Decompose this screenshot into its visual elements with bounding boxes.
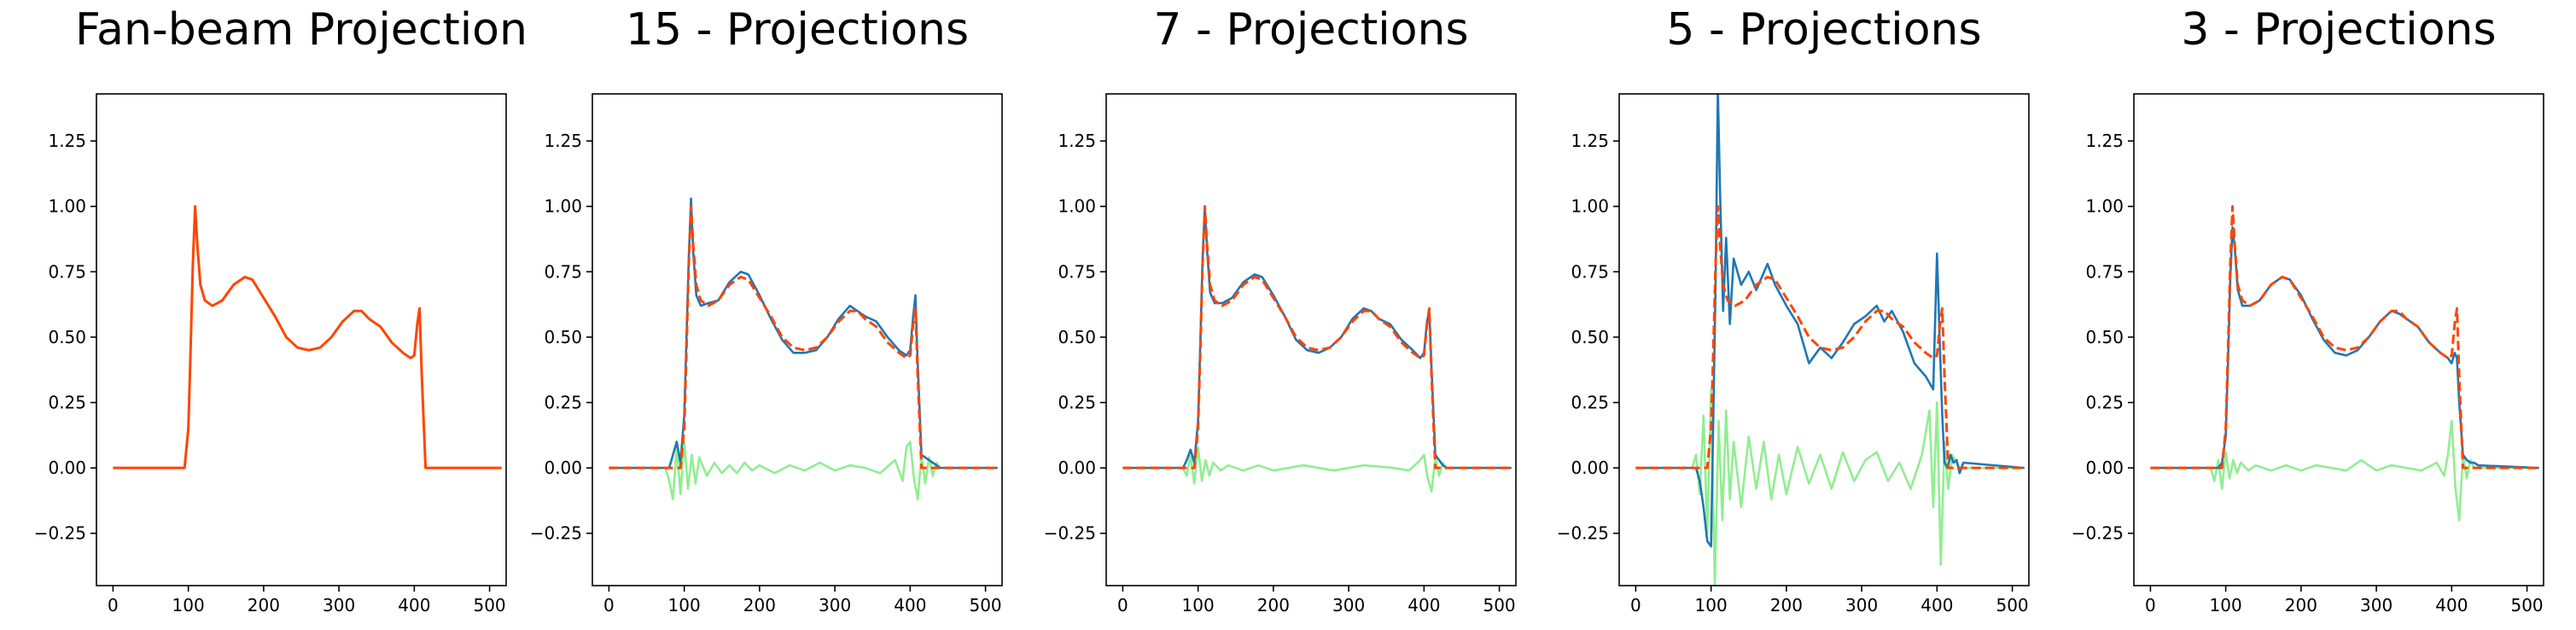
y-tick-label: 0.75 bbox=[1571, 261, 1609, 282]
series-line-reconstruction bbox=[1635, 94, 2025, 548]
series-line-reconstruction bbox=[2150, 225, 2539, 470]
y-tick-label: 0.50 bbox=[544, 327, 582, 347]
y-tick-label: 0.00 bbox=[1571, 458, 1609, 478]
x-tick-label: 0 bbox=[1117, 595, 1128, 615]
x-tick-label: 200 bbox=[2285, 595, 2317, 615]
x-tick-label: 500 bbox=[969, 595, 1001, 615]
x-tick-label: 200 bbox=[1257, 595, 1290, 615]
y-tick-label: −0.25 bbox=[2072, 523, 2124, 544]
y-tick-label: 0.25 bbox=[1571, 393, 1609, 413]
series-line-error bbox=[1635, 388, 2025, 586]
x-tick-label: 200 bbox=[248, 595, 280, 615]
y-tick-label: 0.75 bbox=[2085, 261, 2124, 282]
series-line-reference bbox=[113, 205, 502, 470]
series-line-reconstruction bbox=[609, 197, 998, 470]
y-tick-label: 0.00 bbox=[1058, 458, 1096, 478]
x-tick-label: 100 bbox=[1182, 595, 1215, 615]
panel-1: Fan-beam Projection 0 100 200 300 400 500 −0.25… bbox=[34, 4, 527, 615]
axes-frame bbox=[1618, 93, 2030, 586]
x-tick-label: 100 bbox=[1695, 595, 1728, 615]
y-tick-label: 1.25 bbox=[544, 131, 582, 151]
y-tick-label: 0.00 bbox=[544, 458, 582, 478]
panel-3: 7 - Projections 0 100 200 300 400 500 −0.25 0.00… bbox=[1044, 4, 1517, 615]
series-line-reference bbox=[1635, 205, 2025, 470]
y-tick-label: 0.25 bbox=[544, 393, 582, 413]
x-tick-label: 400 bbox=[1407, 595, 1440, 615]
plot-area bbox=[609, 197, 998, 501]
series-line-error bbox=[2150, 419, 2539, 522]
x-tick-label: 300 bbox=[323, 595, 355, 615]
y-tick-label: 1.00 bbox=[48, 196, 86, 217]
panel-title: 15 - Projections bbox=[626, 4, 969, 55]
x-tick-label: 100 bbox=[172, 595, 205, 615]
y-tick-label: 1.00 bbox=[2085, 196, 2124, 217]
x-tick-label: 300 bbox=[2360, 595, 2392, 615]
y-tick-label: 0.25 bbox=[1058, 393, 1096, 413]
panel-title: Fan-beam Projection bbox=[75, 4, 527, 55]
x-tick-label: 400 bbox=[894, 595, 926, 615]
y-tick-label: −0.25 bbox=[530, 523, 582, 544]
plot-area bbox=[1635, 94, 2025, 586]
plot-area bbox=[2150, 205, 2539, 522]
x-tick-label: 200 bbox=[743, 595, 776, 615]
y-tick-label: 0.75 bbox=[1058, 261, 1096, 282]
series-line-error bbox=[609, 440, 998, 501]
x-tick-label: 100 bbox=[2210, 595, 2242, 615]
plot-area bbox=[113, 205, 502, 470]
y-tick-label: 1.25 bbox=[2085, 131, 2124, 151]
y-tick-label: 0.50 bbox=[48, 327, 86, 347]
y-tick-label: −0.25 bbox=[1044, 523, 1096, 544]
y-tick-label: 1.00 bbox=[1571, 196, 1609, 217]
axes-frame bbox=[2133, 93, 2544, 586]
y-tick-label: 1.00 bbox=[1058, 196, 1096, 217]
x-tick-label: 500 bbox=[473, 595, 505, 615]
y-tick-label: 0.25 bbox=[48, 393, 86, 413]
x-tick-label: 500 bbox=[1483, 595, 1515, 615]
panel-title: 3 - Projections bbox=[2181, 4, 2496, 55]
y-tick-label: 1.25 bbox=[1571, 131, 1609, 151]
x-tick-label: 0 bbox=[1630, 595, 1641, 615]
y-tick-label: 0.75 bbox=[48, 261, 86, 282]
y-tick-label: 0.50 bbox=[1571, 327, 1609, 347]
x-tick-label: 500 bbox=[1996, 595, 2028, 615]
x-tick-label: 300 bbox=[819, 595, 851, 615]
panel-2: 15 - Projections 0 100 200 300 400 500 −0.25 0.0… bbox=[530, 4, 1003, 615]
plot-area bbox=[1122, 205, 1512, 493]
x-tick-label: 100 bbox=[668, 595, 701, 615]
y-tick-label: −0.25 bbox=[34, 523, 86, 544]
y-tick-label: 0.25 bbox=[2085, 393, 2124, 413]
y-tick-label: 0.75 bbox=[544, 261, 582, 282]
y-tick-label: 1.00 bbox=[544, 196, 582, 217]
axes-frame bbox=[592, 93, 1003, 586]
series-line-reference bbox=[2150, 205, 2539, 470]
y-tick-label: 1.25 bbox=[1058, 131, 1096, 151]
panel-4: 5 - Projections 0 100 200 300 400 500 −0.25 0.00… bbox=[1557, 4, 2030, 615]
axes-frame bbox=[96, 93, 507, 586]
x-tick-label: 0 bbox=[603, 595, 615, 615]
x-tick-label: 200 bbox=[1770, 595, 1803, 615]
x-tick-label: 400 bbox=[2435, 595, 2468, 615]
x-tick-label: 500 bbox=[2510, 595, 2543, 615]
x-tick-label: 300 bbox=[1332, 595, 1365, 615]
series-line-reference bbox=[609, 205, 998, 470]
y-tick-label: 1.25 bbox=[48, 131, 86, 151]
x-tick-label: 400 bbox=[1920, 595, 1953, 615]
y-tick-label: 0.50 bbox=[1058, 327, 1096, 347]
x-tick-label: 300 bbox=[1845, 595, 1878, 615]
series-line-error bbox=[1122, 446, 1512, 493]
y-tick-label: 0.50 bbox=[2085, 327, 2124, 347]
series-line-reference bbox=[1122, 205, 1512, 470]
panel-5: 3 - Projections 0 100 200 300 400 500 −0.25 0.00… bbox=[2072, 4, 2544, 615]
x-tick-label: 400 bbox=[398, 595, 430, 615]
x-tick-label: 0 bbox=[108, 595, 119, 615]
y-tick-label: 0.00 bbox=[2085, 458, 2124, 478]
axes-frame bbox=[1105, 93, 1517, 586]
x-tick-label: 0 bbox=[2145, 595, 2156, 615]
panel-title: 5 - Projections bbox=[1666, 4, 1981, 55]
y-tick-label: −0.25 bbox=[1557, 523, 1609, 544]
panel-title: 7 - Projections bbox=[1153, 4, 1468, 55]
series-line-reconstruction bbox=[1122, 205, 1512, 470]
y-tick-label: 0.00 bbox=[48, 458, 86, 478]
